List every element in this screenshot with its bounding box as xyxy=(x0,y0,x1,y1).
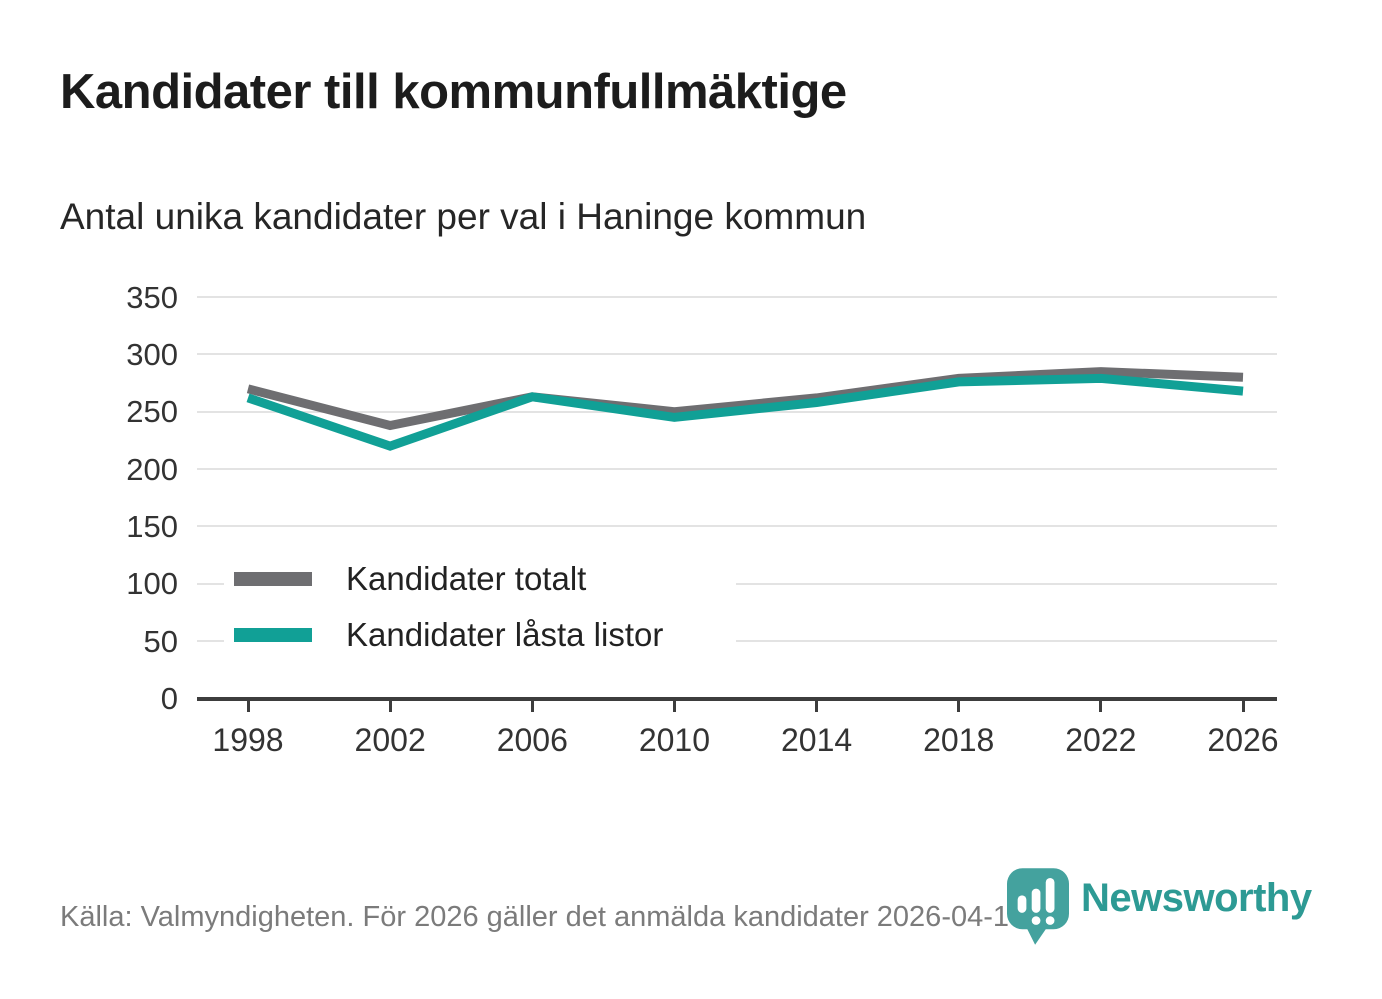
chart-subtitle: Antal unika kandidater per val i Haninge… xyxy=(60,196,867,237)
y-tick-label-350: 350 xyxy=(126,279,178,315)
y-tick-label-250: 250 xyxy=(126,394,178,430)
locked-lists-line-swatch xyxy=(234,628,312,642)
x-tick-label-2022: 2022 xyxy=(1065,722,1137,758)
x-tick-label-2010: 2010 xyxy=(638,722,711,758)
y-tick-label-100: 100 xyxy=(126,566,178,602)
x-tick-1998 xyxy=(246,700,250,712)
x-tick-2022 xyxy=(1099,700,1103,712)
x-tick-2018 xyxy=(957,700,961,712)
x-tick-2006 xyxy=(530,700,534,712)
x-tick-2010 xyxy=(672,700,676,712)
x-tick-label-2014: 2014 xyxy=(780,722,853,758)
y-tick-label-0: 0 xyxy=(160,681,178,716)
x-tick-label-2002: 2002 xyxy=(354,722,426,758)
x-tick-2014 xyxy=(815,700,819,712)
legend: Kandidater totalt Kandidater låsta listo… xyxy=(224,547,736,669)
locked-lists-line xyxy=(246,373,1244,451)
legend-item-locked-lists: Kandidater låsta listor xyxy=(234,607,736,663)
gridline-350 xyxy=(197,296,1277,298)
gridline-50 xyxy=(197,640,1277,643)
newsworthy-wordmark: Newsworthy xyxy=(1081,876,1312,920)
legend-label-locked-lists: Kandidater låsta listor xyxy=(346,616,664,653)
x-tick-label-2006: 2006 xyxy=(496,722,568,758)
x-tick-2026 xyxy=(1241,700,1245,712)
newsworthy-pin-barchart-icon xyxy=(1007,868,1069,945)
newsworthy-logo: Newsworthy xyxy=(1007,868,1312,946)
legend-label-total: Kandidater totalt xyxy=(346,560,587,597)
x-tick-2002 xyxy=(388,700,392,712)
y-tick-label-300: 300 xyxy=(126,336,178,372)
legend-item-total: Kandidater totalt xyxy=(234,551,736,607)
gridline-300 xyxy=(197,353,1277,356)
gridline-200 xyxy=(197,468,1277,471)
x-tick-label-2026: 2026 xyxy=(1207,722,1279,758)
chart-title: Kandidater till kommunfullmäktige xyxy=(60,65,847,119)
y-tick-label-50: 50 xyxy=(143,623,178,659)
total-line xyxy=(246,367,1244,431)
source-note: Källa: Valmyndigheten. För 2026 gäller d… xyxy=(60,901,1034,933)
total-line-swatch xyxy=(234,572,312,586)
y-tick-label-200: 200 xyxy=(126,451,178,487)
x-tick-label-1998: 1998 xyxy=(212,722,284,758)
gridline-100 xyxy=(197,582,1277,585)
x-axis-baseline xyxy=(197,696,1277,701)
y-tick-label-150: 150 xyxy=(126,508,178,544)
gridline-150 xyxy=(197,525,1277,528)
x-tick-label-2018: 2018 xyxy=(923,722,995,758)
